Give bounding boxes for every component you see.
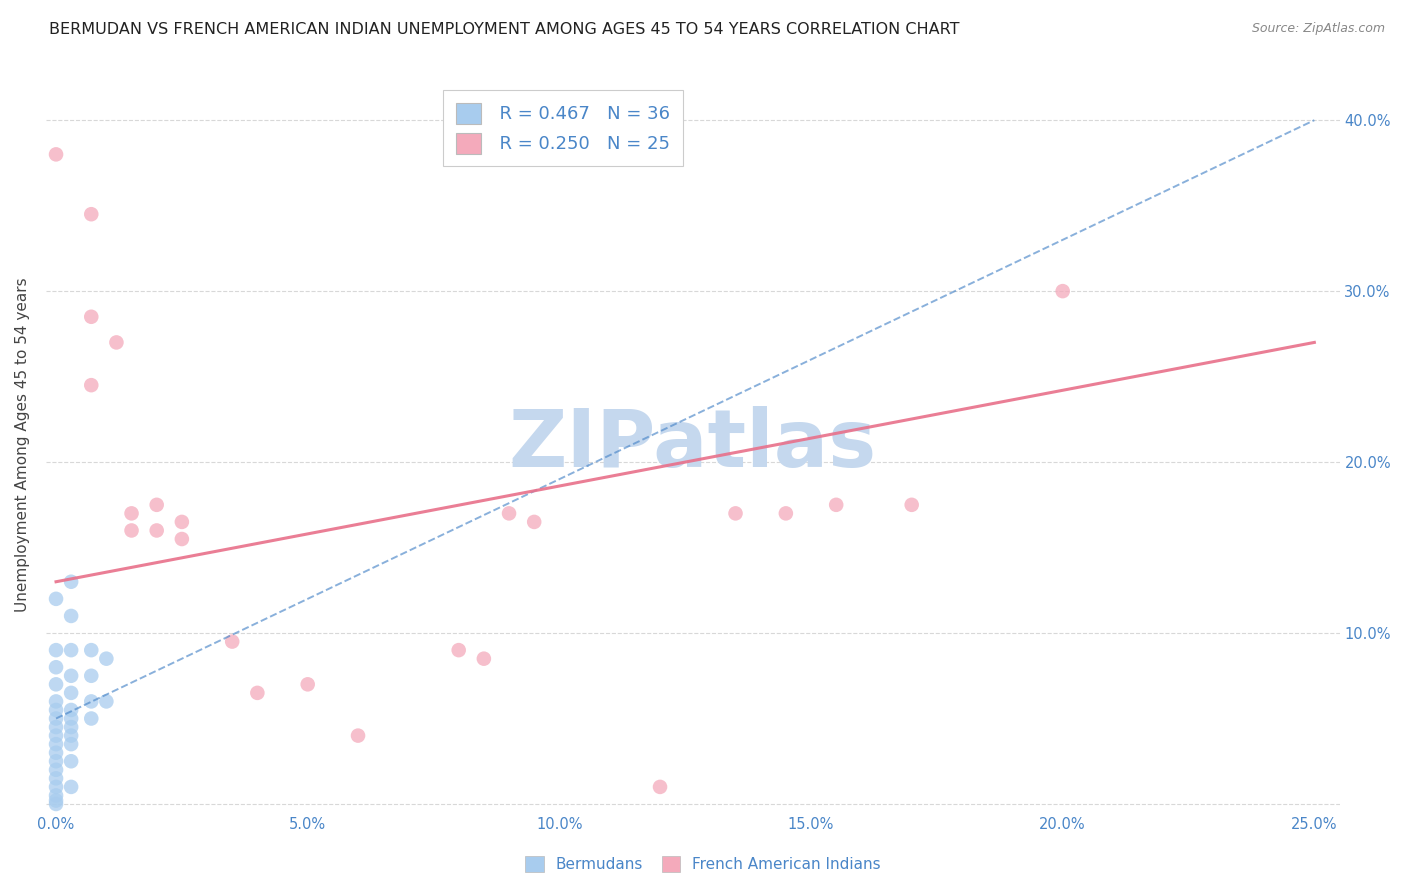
Point <box>45 746 67 760</box>
Y-axis label: Unemployment Among Ages 45 to 54 years: Unemployment Among Ages 45 to 54 years <box>15 277 30 612</box>
Point <box>60 754 83 768</box>
Point <box>145 498 167 512</box>
Point <box>45 591 67 606</box>
Point <box>170 515 193 529</box>
Point <box>60 574 83 589</box>
Point <box>80 712 103 726</box>
Point <box>80 310 103 324</box>
Point <box>60 729 83 743</box>
Point <box>45 789 67 803</box>
Point <box>60 643 83 657</box>
Point <box>80 669 103 683</box>
Point <box>45 780 67 794</box>
Point <box>45 677 67 691</box>
Point <box>96 694 118 708</box>
Point <box>60 780 83 794</box>
Point <box>900 498 922 512</box>
Point <box>246 686 269 700</box>
Point <box>60 737 83 751</box>
Point <box>96 651 118 665</box>
Point <box>347 729 370 743</box>
Legend:   R = 0.467   N = 36,   R = 0.250   N = 25: R = 0.467 N = 36, R = 0.250 N = 25 <box>443 90 683 166</box>
Legend: Bermudans, French American Indians: Bermudans, French American Indians <box>517 848 889 880</box>
Text: ZIPatlas: ZIPatlas <box>509 406 877 484</box>
Point <box>45 797 67 811</box>
Point <box>45 763 67 777</box>
Point <box>775 507 797 521</box>
Text: Source: ZipAtlas.com: Source: ZipAtlas.com <box>1251 22 1385 36</box>
Point <box>45 729 67 743</box>
Point <box>80 694 103 708</box>
Point <box>297 677 319 691</box>
Point <box>45 737 67 751</box>
Point <box>45 660 67 674</box>
Point <box>825 498 848 512</box>
Point <box>1052 284 1074 298</box>
Text: BERMUDAN VS FRENCH AMERICAN INDIAN UNEMPLOYMENT AMONG AGES 45 TO 54 YEARS CORREL: BERMUDAN VS FRENCH AMERICAN INDIAN UNEMP… <box>49 22 960 37</box>
Point <box>45 720 67 734</box>
Point <box>80 207 103 221</box>
Point <box>105 335 128 350</box>
Point <box>221 634 243 648</box>
Point <box>45 703 67 717</box>
Point <box>45 712 67 726</box>
Point <box>60 720 83 734</box>
Point <box>523 515 546 529</box>
Point <box>60 669 83 683</box>
Point <box>170 532 193 546</box>
Point <box>60 712 83 726</box>
Point <box>80 643 103 657</box>
Point <box>60 686 83 700</box>
Point <box>145 524 167 538</box>
Point <box>45 754 67 768</box>
Point <box>45 772 67 786</box>
Point <box>724 507 747 521</box>
Point <box>60 609 83 624</box>
Point <box>648 780 671 794</box>
Point <box>121 507 143 521</box>
Point <box>498 507 520 521</box>
Point <box>45 147 67 161</box>
Point <box>45 643 67 657</box>
Point <box>45 794 67 808</box>
Point <box>60 703 83 717</box>
Point <box>121 524 143 538</box>
Point <box>45 694 67 708</box>
Point <box>447 643 470 657</box>
Point <box>80 378 103 392</box>
Point <box>472 651 495 665</box>
